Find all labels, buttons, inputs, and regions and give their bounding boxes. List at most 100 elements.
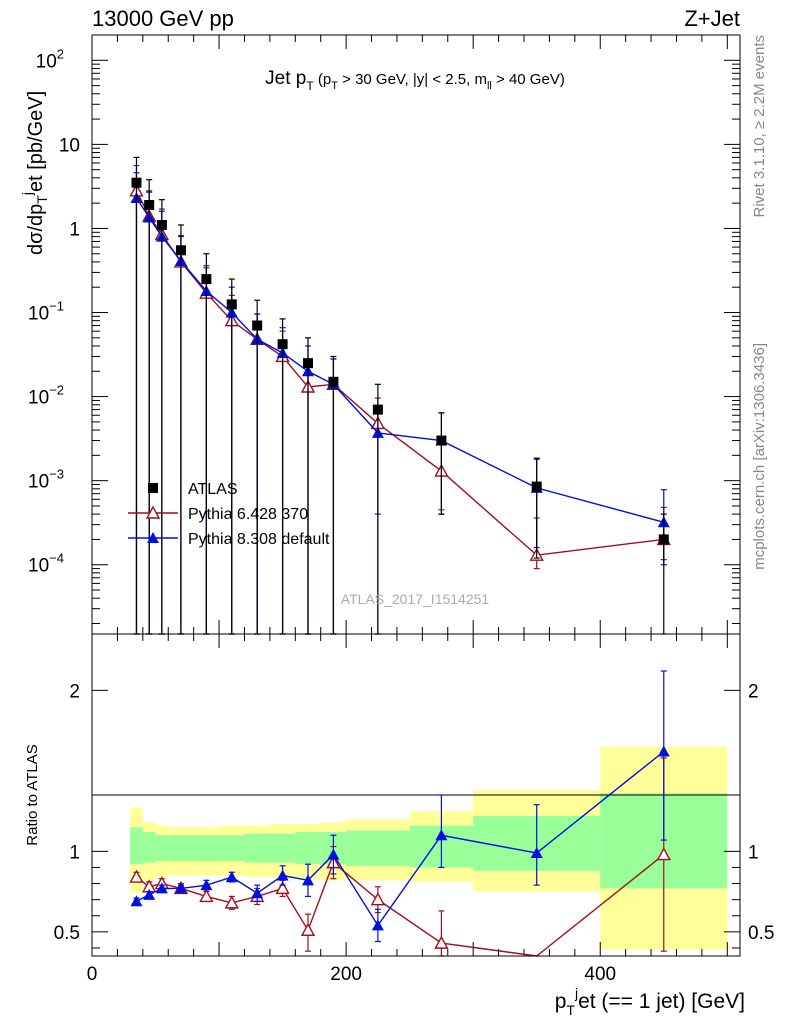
- y-tick-exponent: 2: [57, 46, 64, 61]
- main-title-sub-t1: T: [306, 79, 314, 93]
- pythia-8-308-default-point: [174, 882, 187, 894]
- pythia-6-428-370-point: [656, 847, 671, 861]
- pythia-6-428-370-point: [300, 922, 316, 936]
- pythia-8-308-default-point: [200, 879, 213, 891]
- pythia-6-428-370-point: [224, 895, 239, 909]
- ratio-y-tick-label-left: 2: [69, 681, 80, 702]
- pythia-8-308-default-point: [251, 887, 264, 899]
- xlabel-sup-j: j: [574, 985, 578, 1001]
- main-data-layer: [129, 156, 671, 635]
- legend-marker: [145, 505, 161, 519]
- pythia-8-308-default-point: [657, 745, 670, 757]
- atlas-point: [531, 481, 542, 492]
- y-tick-label: 10−4: [28, 551, 64, 577]
- ratio-band-green: [130, 827, 143, 865]
- xlabel-rest: et (== 1 jet) [GeV]: [578, 990, 745, 1013]
- legend-label: Pythia 6.428 370: [188, 506, 308, 523]
- pythia-8-308-default-point: [371, 919, 384, 931]
- ratio-y-tick-label-left: 0.5: [54, 923, 80, 944]
- header-left: 13000 GeV pp: [92, 6, 234, 31]
- xlabel-sub-t: T: [566, 1002, 575, 1018]
- ratio-frame: [91, 633, 741, 957]
- pythia-8-308-default-point: [302, 874, 314, 886]
- ratio-y-tick-label-left: 1: [69, 842, 80, 863]
- x-tick-label: 400: [584, 964, 616, 985]
- pythia-6-428-370-point: [370, 892, 386, 906]
- main-title-sub-t2: T: [331, 80, 338, 92]
- main-title-cuts: (p: [314, 71, 332, 88]
- ratio-ylabel: Ratio to ATLAS: [24, 744, 41, 845]
- pythia-8-308-default-line: [135, 197, 664, 523]
- x-tick-label: 0: [87, 964, 98, 985]
- main-ylabel: dσ/dpTjet [pb/GeV]: [19, 91, 50, 255]
- legend-marker: [147, 532, 159, 543]
- legend-marker: [148, 483, 158, 493]
- main-title-cuts-3: > 40 GeV): [492, 71, 565, 88]
- main-axis-ticks: 102 10 1 10−1 10−2 10−3 10−4: [28, 34, 740, 634]
- ratio-band-green: [346, 830, 410, 866]
- y-tick-exponent: −1: [49, 299, 64, 314]
- ratio-band-green: [142, 832, 156, 863]
- x-tick-label: 200: [330, 964, 362, 985]
- ratio-data-layer: [129, 670, 671, 957]
- atlas-point: [436, 435, 447, 446]
- pythia-6-428-370-point: [129, 869, 144, 883]
- ratio-y-tick-label-right: 1: [748, 842, 759, 863]
- main-title: Jet pT (pT > 30 GeV, |y| < 2.5, mll > 40…: [265, 68, 565, 93]
- atlas-point: [303, 358, 313, 369]
- pythia-8-308-default-point: [130, 895, 143, 907]
- atlas-point: [201, 274, 212, 285]
- atlas-point: [226, 299, 237, 310]
- y-tick-label: 1: [69, 219, 80, 240]
- atlas-point: [144, 200, 155, 211]
- atlas-point: [131, 177, 142, 188]
- y-tick-exponent: −2: [49, 383, 64, 398]
- side-label-rivet: Rivet 3.1.10, ≥ 2.2M events: [751, 35, 768, 218]
- ratio-band-green: [168, 835, 194, 862]
- main-panel: 102 10 1 10−1 10−2 10−3 10−4 Jet pT (pT > 30 G…: [19, 34, 741, 635]
- y-tick-label: 102: [36, 46, 64, 72]
- y-tick-label: 10−1: [28, 299, 64, 325]
- pythia-8-308-default-point: [327, 848, 340, 860]
- y-tick-label: 10−2: [28, 383, 64, 409]
- legend-label: Pythia 8.308 default: [188, 531, 330, 548]
- pythia-8-308-default-point: [225, 871, 238, 883]
- y-tick-exponent: −3: [49, 467, 64, 482]
- atlas-point: [658, 534, 669, 545]
- legend: ATLAS Pythia 6.428 370 Pythia 8.308 defaul…: [128, 481, 330, 548]
- ratio-xlabel: pTjet (== 1 jet) [GeV]: [555, 985, 745, 1018]
- header-right: Z+Jet: [684, 6, 740, 31]
- ylabel-rest: et [pb/GeV]: [25, 91, 47, 192]
- ratio-band-green: [155, 835, 169, 862]
- pythia-8-308-default-point: [435, 829, 448, 841]
- ratio-band-green: [269, 833, 296, 863]
- atlas-point: [252, 320, 263, 331]
- pythia-6-428-370-point: [199, 888, 214, 903]
- side-label-mcplots: mcplots.cern.ch [arXiv:1306.3436]: [751, 343, 768, 570]
- pythia-8-308-default-point: [155, 882, 168, 894]
- ratio-panel: 0.5 0.5 1 1 2 2 0 200 400 Ratio to ATLAS pTjet (…: [24, 633, 774, 1018]
- y-tick-exponent: −4: [49, 551, 64, 566]
- ratio-y-tick-label-right: 2: [748, 681, 759, 702]
- ratio-band-green: [244, 833, 270, 863]
- pythia-8-308-default-point: [530, 846, 543, 858]
- ylabel-sub-t: T: [34, 195, 50, 204]
- ratio-axis-ticks: 0.5 0.5 1 1 2 2 0 200 400: [54, 634, 774, 985]
- y-tick-label: 10: [59, 135, 80, 156]
- main-title-cuts-2: > 30 GeV, |y| < 2.5, m: [338, 71, 487, 88]
- atlas-point: [175, 245, 186, 256]
- ratio-band-green: [219, 835, 245, 862]
- y-tick-label: 10−3: [28, 467, 64, 493]
- atlas-point: [328, 376, 339, 387]
- atlas-point: [277, 339, 288, 350]
- main-title-sub-ll: ll: [487, 80, 492, 92]
- ratio-band-green: [295, 832, 321, 865]
- atlas-point: [156, 219, 167, 230]
- ratio-band-green: [193, 835, 220, 862]
- watermark: ATLAS_2017_I1514251: [341, 591, 490, 607]
- pythia-8-308-default-point: [143, 888, 156, 900]
- atlas-point: [372, 404, 383, 415]
- pythia-6-428-370-point: [434, 935, 449, 949]
- legend-label: ATLAS: [188, 481, 238, 498]
